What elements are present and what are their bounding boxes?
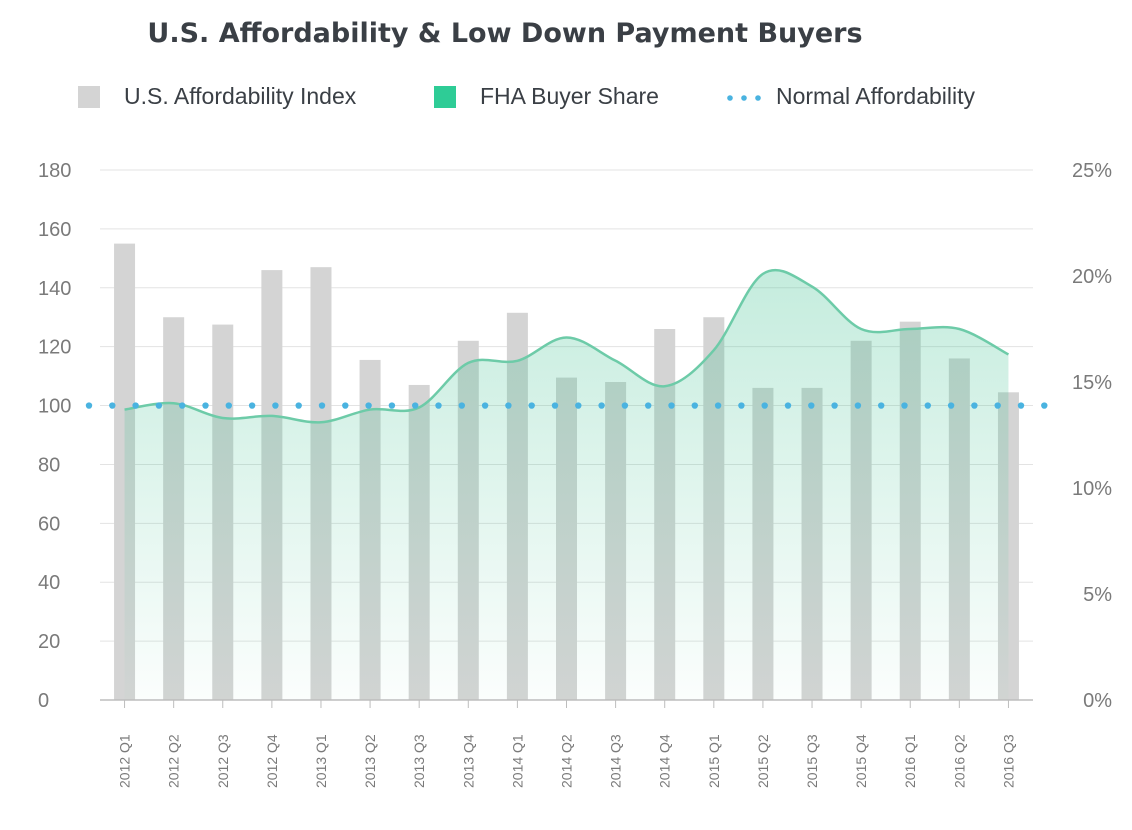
normal-affordability-dot bbox=[435, 402, 442, 409]
x-tick-label-2014-Q3: 2014 Q3 bbox=[608, 734, 624, 788]
reference-line-series bbox=[85, 402, 1048, 409]
x-tick-label-2015-Q4: 2015 Q4 bbox=[853, 734, 869, 788]
normal-affordability-dot bbox=[808, 402, 815, 409]
y-left-tick-180: 180 bbox=[38, 160, 71, 182]
normal-affordability-dot bbox=[784, 402, 792, 409]
x-tick-label-2012-Q2: 2012 Q2 bbox=[166, 734, 182, 788]
legend-label-fha-buyer-share: FHA Buyer Share bbox=[480, 83, 659, 109]
legend-marker-normal-affordability-dot-1 bbox=[741, 95, 747, 101]
normal-affordability-dot bbox=[947, 402, 955, 409]
normal-affordability-dot bbox=[109, 402, 116, 409]
y-left-tick-60: 60 bbox=[38, 513, 60, 535]
legend-marker-normal-affordability-dot-2 bbox=[755, 95, 761, 101]
y-left-tick-80: 80 bbox=[38, 454, 60, 476]
normal-affordability-dot bbox=[551, 402, 559, 409]
x-tick-label-2012-Q3: 2012 Q3 bbox=[215, 734, 231, 788]
y-left-tick-40: 40 bbox=[38, 572, 60, 594]
x-tick-label-2013-Q1: 2013 Q1 bbox=[313, 734, 329, 788]
normal-affordability-dot bbox=[528, 402, 535, 409]
normal-affordability-dot bbox=[1017, 402, 1025, 409]
x-tick-label-2015-Q2: 2015 Q2 bbox=[755, 734, 771, 788]
y-right-tick-5pct: 5% bbox=[1083, 584, 1112, 606]
area-series bbox=[124, 268, 1010, 700]
x-tick-label-2016-Q1: 2016 Q1 bbox=[902, 734, 918, 788]
normal-affordability-dot bbox=[971, 402, 978, 409]
normal-affordability-dot bbox=[248, 402, 256, 409]
legend: U.S. Affordability Index FHA Buyer Share N… bbox=[78, 83, 975, 109]
normal-affordability-dot bbox=[179, 402, 186, 409]
normal-affordability-dot bbox=[202, 402, 209, 409]
x-tick-label-2014-Q2: 2014 Q2 bbox=[559, 734, 575, 788]
x-tick-label-2015-Q3: 2015 Q3 bbox=[804, 734, 820, 788]
normal-affordability-dot bbox=[318, 402, 326, 409]
y-left-tick-20: 20 bbox=[38, 631, 60, 653]
normal-affordability-dot bbox=[854, 402, 862, 409]
normal-affordability-dot bbox=[691, 402, 698, 409]
y-left-tick-160: 160 bbox=[38, 219, 71, 241]
normal-affordability-dot bbox=[668, 402, 675, 409]
x-tick-label-2016-Q2: 2016 Q2 bbox=[951, 734, 967, 788]
x-tick-label-2012-Q1: 2012 Q1 bbox=[117, 734, 133, 788]
normal-affordability-dot bbox=[388, 402, 396, 409]
legend-label-normal-affordability: Normal Affordability bbox=[776, 83, 975, 109]
normal-affordability-dot bbox=[714, 402, 722, 409]
y-right-tick-10pct: 10% bbox=[1072, 478, 1112, 500]
normal-affordability-dot bbox=[505, 402, 512, 409]
fha-area-fill bbox=[124, 270, 1009, 700]
legend-swatch-fha-buyer-share bbox=[434, 86, 456, 108]
chart-title: U.S. Affordability & Low Down Payment Bu… bbox=[147, 18, 863, 49]
normal-affordability-dot bbox=[831, 402, 838, 409]
normal-affordability-dot bbox=[412, 402, 419, 409]
normal-affordability-dot bbox=[365, 402, 372, 409]
normal-affordability-dot bbox=[645, 402, 652, 409]
normal-affordability-dot bbox=[598, 402, 605, 409]
x-tick-label-2012-Q4: 2012 Q4 bbox=[264, 734, 280, 788]
normal-affordability-dot bbox=[1041, 402, 1048, 409]
x-tick-label-2014-Q4: 2014 Q4 bbox=[657, 734, 673, 788]
normal-affordability-dot bbox=[738, 402, 745, 409]
normal-affordability-dot bbox=[481, 402, 489, 409]
y-left-tick-0: 0 bbox=[38, 690, 49, 712]
normal-affordability-dot bbox=[878, 402, 885, 409]
x-tick-label-2013-Q2: 2013 Q2 bbox=[362, 734, 378, 788]
normal-affordability-dot bbox=[295, 402, 302, 409]
legend-swatch-affordability-index bbox=[78, 86, 100, 108]
normal-affordability-dot bbox=[575, 402, 582, 409]
y-right-tick-20pct: 20% bbox=[1072, 266, 1112, 288]
y-right-tick-15pct: 15% bbox=[1072, 372, 1112, 394]
normal-affordability-dot bbox=[272, 402, 279, 409]
normal-affordability-dot bbox=[924, 402, 931, 409]
x-tick-label-2013-Q3: 2013 Q3 bbox=[411, 734, 427, 788]
x-tick-label-2015-Q1: 2015 Q1 bbox=[706, 734, 722, 788]
normal-affordability-dot bbox=[761, 402, 768, 409]
fha-line bbox=[124, 268, 1010, 424]
normal-affordability-dot bbox=[901, 402, 908, 409]
x-tick-label-2016-Q3: 2016 Q3 bbox=[1000, 734, 1016, 788]
normal-affordability-dot bbox=[132, 402, 139, 409]
y-left-tick-140: 140 bbox=[38, 278, 71, 300]
legend-label-affordability-index: U.S. Affordability Index bbox=[124, 83, 357, 109]
axes: 0 20 40 60 80 100 120 140 160 180 0% 5% 10% 15% 20% 25%… bbox=[38, 160, 1112, 788]
normal-affordability-dot bbox=[85, 402, 93, 409]
x-tick-label-2013-Q4: 2013 Q4 bbox=[460, 734, 476, 788]
legend-marker-normal-affordability-dot-0 bbox=[727, 95, 733, 101]
normal-affordability-dot bbox=[225, 402, 232, 409]
y-right-tick-25pct: 25% bbox=[1072, 160, 1112, 182]
y-left-tick-120: 120 bbox=[38, 337, 71, 359]
y-right-tick-0pct: 0% bbox=[1083, 690, 1112, 712]
normal-affordability-dot bbox=[155, 402, 163, 409]
normal-affordability-dot bbox=[342, 402, 349, 409]
x-tick-label-2014-Q1: 2014 Q1 bbox=[509, 734, 525, 788]
y-left-tick-100: 100 bbox=[38, 396, 71, 418]
normal-affordability-dot bbox=[994, 402, 1001, 409]
normal-affordability-dot bbox=[458, 402, 465, 409]
normal-affordability-dot bbox=[621, 402, 629, 409]
